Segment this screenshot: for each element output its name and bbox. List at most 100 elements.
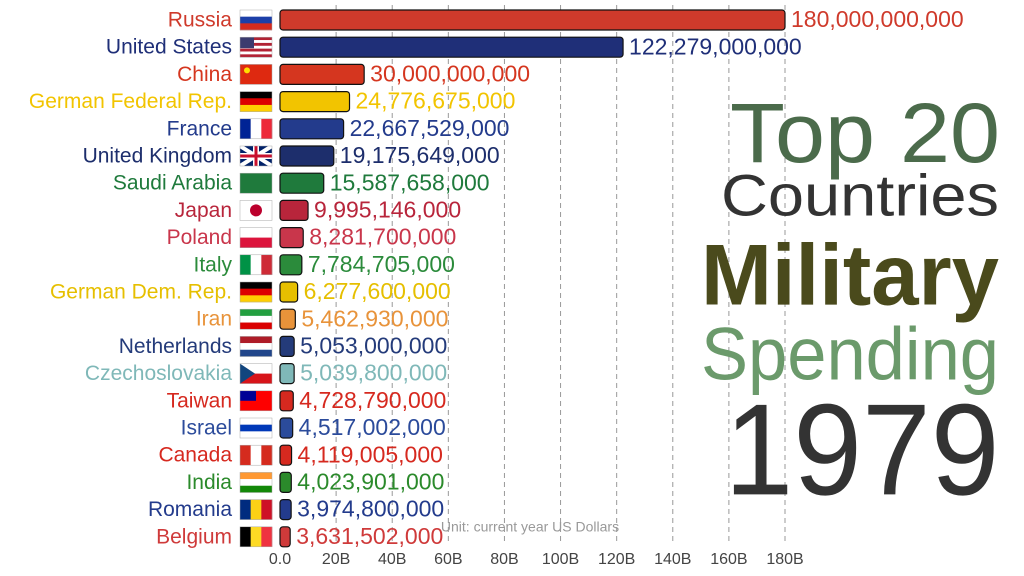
flag-part <box>250 254 262 275</box>
flag-part <box>240 499 251 520</box>
flag <box>239 91 273 112</box>
x-tick-label: 160B <box>710 551 747 568</box>
category-label: Italy <box>193 253 232 276</box>
flag <box>239 336 273 357</box>
flag-border <box>239 363 273 384</box>
flag <box>239 118 273 140</box>
flag-part <box>240 373 272 384</box>
flag-part <box>240 42 272 47</box>
flag-part <box>244 67 250 74</box>
bar <box>279 118 345 140</box>
bar <box>279 90 351 113</box>
flag-border <box>239 499 273 520</box>
bar <box>279 471 292 493</box>
flag-part <box>240 37 272 41</box>
flag-part <box>240 363 272 374</box>
x-tick-label: 0.0 <box>269 551 291 568</box>
flag-part <box>240 118 251 139</box>
category-label: Israel <box>181 417 232 440</box>
category-label: China <box>177 63 232 86</box>
flag-border <box>239 64 273 85</box>
flag-part <box>240 37 254 49</box>
flag-part <box>240 343 272 351</box>
bar <box>279 227 304 249</box>
flag <box>239 472 273 493</box>
x-tick-label: 20B <box>322 551 350 568</box>
flag-border <box>239 472 273 493</box>
bar <box>279 499 292 521</box>
flag-border <box>239 118 273 140</box>
value-label: 30,000,000,000 <box>370 60 530 86</box>
category-label: German Federal Rep. <box>29 90 232 113</box>
flag-part <box>261 499 273 520</box>
flag-part <box>250 445 262 466</box>
x-tick-label: 40B <box>378 551 406 568</box>
flag-border <box>239 308 273 330</box>
bar <box>279 444 293 466</box>
value-label: 3,974,800,000 <box>297 496 444 522</box>
flag <box>239 444 273 466</box>
flag-border <box>239 526 273 548</box>
value-label: 5,053,000,000 <box>300 332 447 358</box>
value-label: 180,000,000,000 <box>791 6 964 32</box>
flag-part <box>240 526 251 547</box>
flag <box>239 417 273 439</box>
flag-part <box>240 445 251 466</box>
value-label: 4,728,790,000 <box>299 387 446 413</box>
category-label: Czechoslovakia <box>85 362 232 385</box>
flag-part <box>240 154 272 158</box>
flag-part <box>240 424 272 432</box>
flag <box>239 390 273 412</box>
category-label: Japan <box>175 199 232 222</box>
flag-border <box>239 281 273 303</box>
bar <box>279 36 624 58</box>
flag-border <box>239 91 273 112</box>
value-label: 5,039,800,000 <box>300 360 447 386</box>
value-label: 19,175,649,000 <box>340 142 500 168</box>
bar <box>279 281 299 303</box>
flag-part <box>240 51 272 55</box>
category-label: India <box>186 471 232 494</box>
category-label: United States <box>106 36 232 59</box>
category-label: Russia <box>168 9 233 32</box>
flag-part <box>240 23 272 31</box>
flag-part <box>240 104 272 112</box>
x-tick-label: 180B <box>766 551 803 568</box>
flag-border <box>239 390 273 412</box>
flag-border <box>239 145 273 167</box>
flag-part <box>250 204 262 217</box>
x-tick-label: 60B <box>434 551 462 568</box>
value-label: 7,784,705,000 <box>308 251 455 277</box>
flag-part <box>240 54 272 58</box>
bar <box>279 390 294 412</box>
title-line: Spending <box>701 313 999 396</box>
bar <box>279 145 335 167</box>
x-axis-label: Unit: current year US Dollars <box>441 519 619 535</box>
flag-part <box>240 10 272 17</box>
value-label: 22,667,529,000 <box>350 115 510 141</box>
flag-part <box>240 91 272 99</box>
flag-border <box>239 172 273 194</box>
value-label: 9,995,146,000 <box>314 196 461 222</box>
flag-part <box>240 390 256 401</box>
value-label: 6,277,600,000 <box>304 278 451 304</box>
flag-part <box>240 431 272 439</box>
value-label: 24,776,675,000 <box>356 88 516 114</box>
flag-border <box>239 200 273 221</box>
category-label: Canada <box>158 444 232 467</box>
flag-part <box>240 227 272 238</box>
flag-part <box>240 363 255 384</box>
flag-part <box>240 48 272 52</box>
value-label: 15,587,658,000 <box>330 169 490 195</box>
title-line: Military <box>701 228 999 324</box>
category-label: United Kingdom <box>83 145 232 168</box>
value-label: 4,119,005,000 <box>298 441 443 467</box>
flag <box>239 227 273 248</box>
flag-part <box>240 98 272 106</box>
bar <box>279 254 303 276</box>
flag-part <box>261 254 273 275</box>
flag-part <box>240 45 272 49</box>
flag-border <box>239 9 273 31</box>
flag-border <box>239 336 273 357</box>
flag-part <box>261 118 273 139</box>
